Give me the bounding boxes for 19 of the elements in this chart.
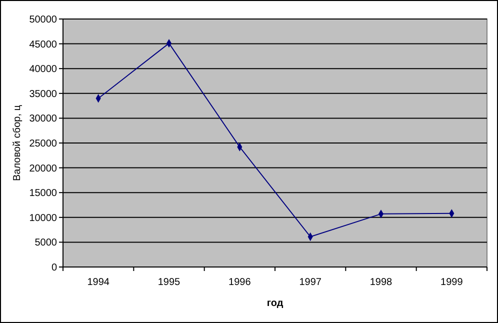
y-tick-label: 0	[51, 262, 58, 274]
y-tick-label: 5000	[34, 238, 58, 249]
x-tick-label: 1995	[158, 277, 181, 288]
y-tick-label: 40000	[29, 64, 58, 76]
y-tick-label: 20000	[29, 163, 58, 174]
x-axis-title: год	[266, 298, 284, 309]
y-tick-label: 45000	[29, 39, 58, 50]
x-tick-label: 1994	[87, 277, 110, 288]
y-tick-label: 10000	[29, 212, 58, 224]
y-axis-title: Валовой сбор, ц	[12, 104, 23, 182]
x-tick-label: 1996	[228, 277, 252, 288]
y-tick-label: 15000	[29, 188, 58, 200]
x-tick-label: 1998	[370, 277, 393, 288]
y-tick-label: 50000	[29, 14, 58, 26]
y-tick-label: 30000	[29, 114, 58, 125]
x-tick-label: 1999	[440, 277, 464, 288]
y-tick-label: 35000	[29, 88, 58, 100]
x-tick-label: 1997	[299, 277, 322, 288]
y-tick-label: 25000	[29, 138, 58, 150]
